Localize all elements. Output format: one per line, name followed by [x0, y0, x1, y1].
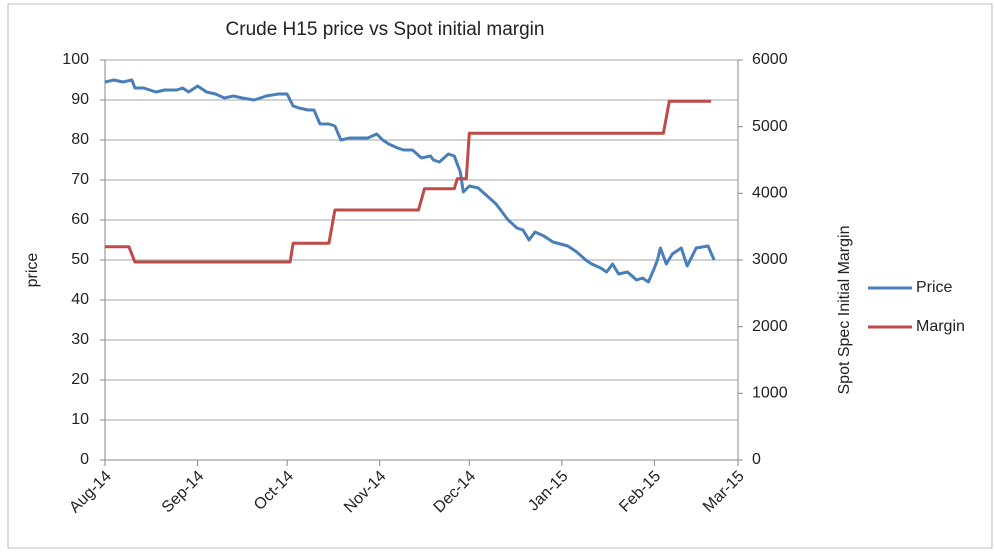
y-tick-label: 10 [71, 411, 89, 428]
x-tick-label: Aug-14 [66, 468, 115, 517]
x-tick-label: Dec-14 [431, 468, 480, 517]
legend-label: Margin [916, 318, 965, 335]
y-tick-label: 40 [71, 291, 89, 308]
x-tick-label: Mar-15 [700, 468, 748, 516]
x-tick-label: Oct-14 [251, 468, 297, 514]
y2-tick-label: 0 [752, 451, 761, 468]
y2-tick-label: 3000 [752, 251, 788, 268]
x-tick-label: Feb-15 [616, 468, 664, 516]
legend-label: Price [916, 279, 953, 296]
y-tick-label: 70 [71, 171, 89, 188]
y2-tick-label: 2000 [752, 318, 788, 335]
y-tick-label: 30 [71, 331, 89, 348]
y-tick-label: 60 [71, 211, 89, 228]
chart-border [7, 3, 993, 549]
y2-tick-label: 4000 [752, 185, 788, 202]
x-tick-label: Sep-14 [159, 468, 208, 517]
y2-tick-label: 1000 [752, 385, 788, 402]
y2-axis-label: Spot Spec Initial Margin [836, 226, 853, 395]
y-tick-label: 100 [62, 51, 89, 68]
y-tick-label: 90 [71, 91, 89, 108]
x-tick-label: Jan-15 [525, 468, 572, 515]
y-tick-label: 20 [71, 371, 89, 388]
y-tick-label: 0 [80, 451, 89, 468]
y-tick-label: 50 [71, 251, 89, 268]
y2-tick-label: 5000 [752, 118, 788, 135]
chart-title: Crude H15 price vs Spot initial margin [226, 19, 545, 40]
series-line [104, 78, 716, 284]
x-tick-label: Nov-14 [341, 468, 390, 517]
y-axis-label: price [24, 253, 41, 288]
y-tick-label: 80 [71, 131, 89, 148]
y2-tick-label: 6000 [752, 51, 788, 68]
series-line [105, 99, 712, 264]
